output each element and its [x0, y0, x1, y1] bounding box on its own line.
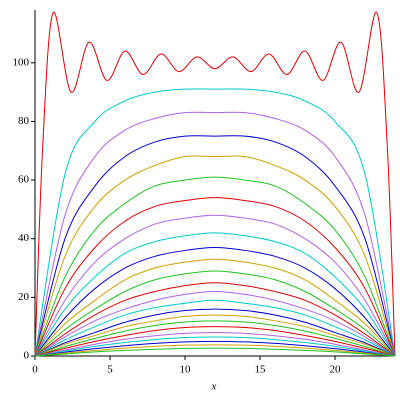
curve — [34, 347, 396, 357]
curve — [34, 88, 396, 357]
curve — [34, 344, 396, 357]
curve — [34, 247, 396, 357]
x-tick-label: 20 — [330, 364, 342, 376]
x-tick-label: 15 — [255, 364, 267, 376]
curve — [34, 308, 396, 357]
curve — [34, 290, 396, 357]
y-tick-label: 80 — [18, 115, 30, 127]
y-tick-label: 40 — [18, 232, 30, 244]
curve — [34, 336, 396, 357]
curve — [34, 214, 396, 357]
y-tick-label: 0 — [24, 350, 30, 362]
curve — [34, 326, 396, 357]
curve — [34, 176, 396, 357]
curve — [34, 299, 396, 357]
curve — [34, 135, 396, 357]
curve — [34, 11, 396, 357]
curve — [34, 258, 396, 357]
curve — [34, 270, 396, 357]
curve — [34, 314, 396, 357]
curve — [34, 320, 396, 357]
x-tick-label: 10 — [180, 364, 192, 376]
curve — [34, 197, 396, 357]
curve — [34, 332, 396, 357]
curve — [34, 155, 396, 357]
x-axis-label: x — [211, 381, 217, 393]
y-tick-label: 20 — [18, 291, 30, 303]
curve — [34, 282, 396, 357]
curve — [34, 340, 396, 357]
x-tick-label: 5 — [107, 364, 113, 376]
curve — [34, 111, 396, 357]
curve — [34, 232, 396, 357]
x-tick-label: 0 — [32, 364, 38, 376]
y-tick-label: 60 — [18, 174, 30, 186]
y-tick-label: 100 — [13, 56, 30, 68]
